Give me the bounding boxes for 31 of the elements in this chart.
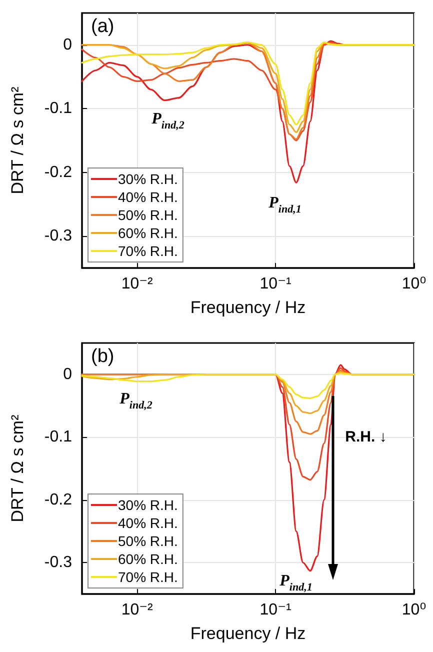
x-tick-label: 10⁰ xyxy=(402,602,426,618)
legend-label: 30% R.H. xyxy=(118,497,178,513)
y-tick-label: -0.3 xyxy=(44,228,72,245)
x-tick-label: 10⁻² xyxy=(121,602,154,618)
legend-label: 50% R.H. xyxy=(118,207,178,223)
legend-label: 40% R.H. xyxy=(118,189,178,205)
legend-label: 40% R.H. xyxy=(118,515,178,531)
chart-title: (a) xyxy=(91,16,114,37)
y-tick-label: 0 xyxy=(63,36,72,54)
x-tick-label: 10⁻² xyxy=(121,276,154,292)
legend-label: 50% R.H. xyxy=(118,533,178,549)
y-tick-label: -0.2 xyxy=(44,491,72,508)
y-tick-label: -0.1 xyxy=(44,100,72,118)
y-tick-label: -0.2 xyxy=(44,164,72,181)
y-tick-label: -0.3 xyxy=(44,554,72,572)
x-tick-label: 10⁰ xyxy=(402,276,426,292)
annotation: R.H. ↓ xyxy=(345,428,387,446)
y-axis-title: DRT / Ω s cm² xyxy=(8,86,27,194)
x-tick-label: 10⁻¹ xyxy=(260,276,292,292)
chart-title: (b) xyxy=(91,346,114,367)
y-tick-label: -0.1 xyxy=(44,428,72,446)
x-axis-title: Frequency / Hz xyxy=(190,624,306,643)
x-tick-label: 10⁻¹ xyxy=(260,602,292,618)
x-axis-title: Frequency / Hz xyxy=(190,298,306,317)
y-tick-label: 0 xyxy=(63,366,72,383)
legend-label: 70% R.H. xyxy=(118,243,178,259)
legend-label: 30% R.H. xyxy=(118,171,178,187)
legend-label: 70% R.H. xyxy=(118,569,178,585)
legend-label: 60% R.H. xyxy=(118,225,178,241)
legend-label: 60% R.H. xyxy=(118,551,178,567)
y-axis-title: DRT / Ω s cm² xyxy=(8,414,27,522)
